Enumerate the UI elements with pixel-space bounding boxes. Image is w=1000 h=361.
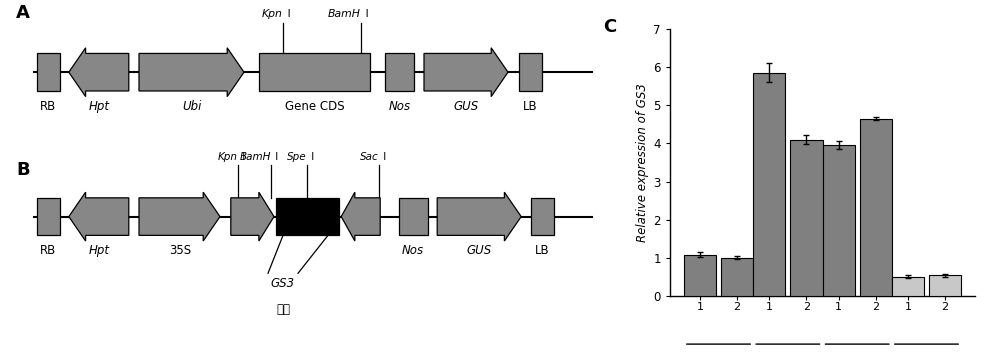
Text: LB: LB <box>523 100 538 113</box>
Text: Hpt: Hpt <box>88 100 109 113</box>
Text: Nos: Nos <box>388 100 410 113</box>
Text: 片段: 片段 <box>276 303 290 316</box>
FancyArrow shape <box>139 48 244 97</box>
Text: Kpn: Kpn <box>262 9 283 19</box>
Text: B: B <box>16 161 30 179</box>
Text: I: I <box>380 152 386 162</box>
Text: I: I <box>272 152 278 162</box>
FancyArrow shape <box>69 48 129 97</box>
Bar <box>519 53 542 91</box>
FancyArrow shape <box>341 192 380 241</box>
Text: Kpn: Kpn <box>218 152 238 162</box>
Text: 35S: 35S <box>169 244 191 257</box>
Text: C: C <box>603 18 616 36</box>
Text: BamH: BamH <box>328 9 361 19</box>
Text: GUS: GUS <box>467 244 492 257</box>
Text: RB: RB <box>40 100 57 113</box>
Text: GS3: GS3 <box>271 277 295 290</box>
Text: Sac: Sac <box>360 152 379 162</box>
Text: I: I <box>308 152 314 162</box>
Text: Ubi: Ubi <box>182 100 201 113</box>
Bar <box>790 140 822 296</box>
Bar <box>753 73 785 296</box>
Bar <box>385 53 414 91</box>
Text: Gene CDS: Gene CDS <box>285 100 345 113</box>
Text: Hpt: Hpt <box>88 244 109 257</box>
Bar <box>860 118 892 296</box>
Bar <box>684 255 716 296</box>
Text: Nos: Nos <box>402 244 424 257</box>
Y-axis label: Relative expression of GS3: Relative expression of GS3 <box>636 83 649 242</box>
Bar <box>531 198 554 235</box>
Bar <box>892 277 924 296</box>
Text: BamH: BamH <box>240 152 271 162</box>
Text: RB: RB <box>40 244 57 257</box>
Text: I: I <box>362 9 368 19</box>
Text: A: A <box>16 4 30 22</box>
FancyArrow shape <box>424 48 508 97</box>
Bar <box>929 275 961 296</box>
Bar <box>721 258 753 296</box>
Text: Spe: Spe <box>287 152 307 162</box>
FancyArrow shape <box>69 192 129 241</box>
Bar <box>259 53 370 91</box>
FancyArrow shape <box>231 192 274 241</box>
Text: LB: LB <box>535 244 550 257</box>
Bar <box>276 198 339 235</box>
FancyArrow shape <box>437 192 521 241</box>
Bar <box>37 198 60 235</box>
Bar <box>399 198 428 235</box>
Text: GUS: GUS <box>453 100 479 113</box>
Bar <box>822 145 855 296</box>
Bar <box>37 53 60 91</box>
FancyArrow shape <box>139 192 220 241</box>
Text: I: I <box>239 152 245 162</box>
Text: I: I <box>284 9 290 19</box>
